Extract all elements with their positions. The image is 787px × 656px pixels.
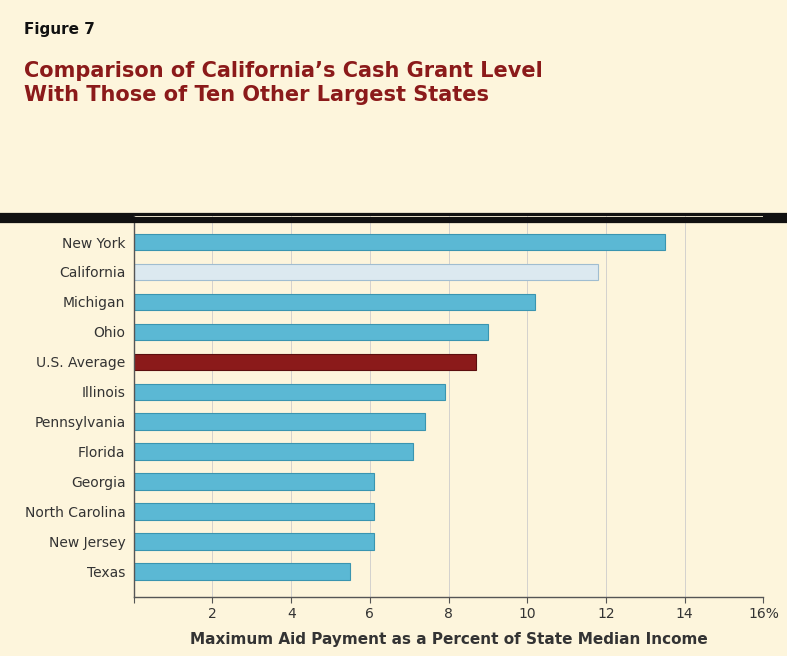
Bar [134,234,665,250]
X-axis label: Maximum Aid Payment as a Percent of State Median Income: Maximum Aid Payment as a Percent of Stat… [190,632,708,647]
Bar [134,413,425,430]
Bar [134,323,488,340]
Bar [134,503,374,520]
Bar [134,443,413,460]
Text: Comparison of California’s Cash Grant Level
With Those of Ten Other Largest Stat: Comparison of California’s Cash Grant Le… [24,60,542,104]
Bar [134,533,374,550]
Bar [134,264,598,280]
Bar [134,384,445,400]
Bar [134,294,535,310]
Bar [134,354,476,370]
Bar [134,474,374,490]
Text: Figure 7: Figure 7 [24,22,94,37]
Bar [134,564,350,580]
